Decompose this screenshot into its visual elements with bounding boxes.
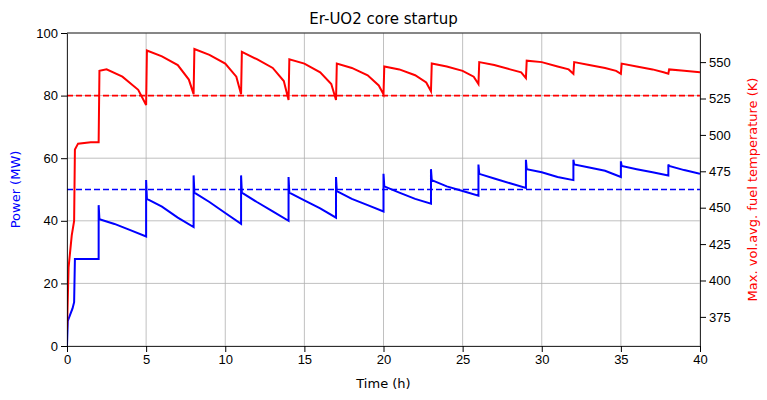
tick-mark <box>61 33 67 34</box>
tick: 25 <box>456 346 470 367</box>
tick-label: 60 <box>44 151 58 166</box>
x-axis-title: Time (h) <box>355 376 410 391</box>
tick-label: 550 <box>709 55 731 70</box>
tick-mark <box>542 346 543 352</box>
chart: 0510152025303540020406080100375400425450… <box>0 0 767 400</box>
grid-line <box>67 220 700 221</box>
tick-mark <box>61 221 67 222</box>
grid-line <box>67 95 700 96</box>
tick: 425 <box>700 237 731 252</box>
tick-mark <box>700 280 706 281</box>
series-line <box>67 49 700 330</box>
tick-mark <box>225 346 226 352</box>
tick-label: 40 <box>44 213 58 228</box>
tick-label: 20 <box>377 352 391 367</box>
tick: 20 <box>44 276 67 291</box>
tick-mark <box>700 244 706 245</box>
tick-label: 15 <box>298 352 312 367</box>
tick-mark <box>61 158 67 159</box>
tick: 400 <box>700 273 731 288</box>
tick: 0 <box>51 339 67 354</box>
grid-line <box>67 158 700 159</box>
tick-mark <box>700 208 706 209</box>
tick-label: 100 <box>36 26 58 41</box>
tick-mark <box>700 346 701 352</box>
tick-label: 35 <box>614 352 628 367</box>
tick-mark <box>61 96 67 97</box>
grid-line <box>541 33 542 346</box>
tick-mark <box>700 135 706 136</box>
y2-axis-title: Max. vol.avg. fuel temperature (K) <box>745 78 760 302</box>
tick-label: 40 <box>693 352 707 367</box>
tick: 0 <box>64 346 71 367</box>
y-axis-title: Power (MW) <box>8 151 23 229</box>
tick-mark <box>304 346 305 352</box>
tick-mark <box>700 317 706 318</box>
tick-label: 375 <box>709 310 731 325</box>
tick: 35 <box>614 346 628 367</box>
tick-mark <box>621 346 622 352</box>
tick-label: 30 <box>535 352 549 367</box>
tick-label: 0 <box>51 339 58 354</box>
tick: 100 <box>36 26 67 41</box>
grid-line <box>67 33 700 34</box>
tick-label: 0 <box>64 352 71 367</box>
tick: 375 <box>700 310 731 325</box>
tick-mark <box>67 346 68 352</box>
tick-label: 400 <box>709 273 731 288</box>
x-axis: 0 5 10 15 20 25 30 35 40 <box>64 346 708 367</box>
tick: 20 <box>377 346 391 367</box>
axis-line <box>700 34 701 347</box>
tick-label: 25 <box>456 352 470 367</box>
tick: 40 <box>44 213 67 228</box>
tick: 10 <box>219 346 233 367</box>
tick: 5 <box>143 346 150 367</box>
tick-mark <box>700 171 706 172</box>
tick: 500 <box>700 128 731 143</box>
tick-mark <box>700 99 706 100</box>
tick-mark <box>61 346 67 347</box>
tick-label: 500 <box>709 128 731 143</box>
tick: 80 <box>44 88 67 103</box>
tick-label: 450 <box>709 200 731 215</box>
tick-mark <box>61 283 67 284</box>
tick: 525 <box>700 91 731 106</box>
tick: 550 <box>700 55 731 70</box>
grid-line <box>462 33 463 346</box>
grid-line <box>67 283 700 284</box>
tick: 450 <box>700 200 731 215</box>
tick-label: 475 <box>709 164 731 179</box>
tick: 60 <box>44 151 67 166</box>
frame <box>67 33 700 34</box>
tick-mark <box>463 346 464 352</box>
reference-line <box>67 95 700 97</box>
tick-mark <box>146 346 147 352</box>
tick-label: 80 <box>44 88 58 103</box>
tick-mark <box>700 62 706 63</box>
tick: 40 <box>693 346 707 367</box>
tick-label: 525 <box>709 91 731 106</box>
grid <box>67 33 700 346</box>
tick: 15 <box>298 346 312 367</box>
y-axis: 0 20 40 60 80 100 <box>36 26 67 354</box>
tick-mark <box>384 346 385 352</box>
tick-label: 10 <box>219 352 233 367</box>
tick-label: 425 <box>709 237 731 252</box>
tick-label: 5 <box>143 352 150 367</box>
axis-line <box>67 34 68 347</box>
y2-axis: 375 400 425 450 475 500 525 550 <box>700 34 731 347</box>
tick: 30 <box>535 346 549 367</box>
title: Er-UO2 core startup <box>309 10 457 28</box>
tick-label: 20 <box>44 276 58 291</box>
series-line <box>67 160 700 346</box>
plot-area <box>67 49 700 346</box>
reference-line <box>67 189 700 191</box>
tick: 475 <box>700 164 731 179</box>
